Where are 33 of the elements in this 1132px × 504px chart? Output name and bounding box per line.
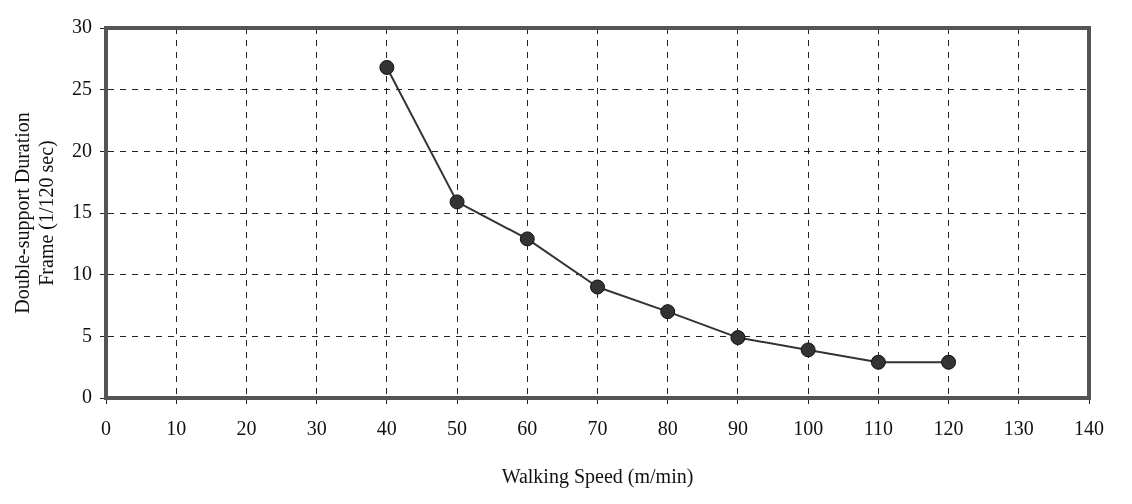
x-tick-label: 60 (517, 417, 538, 440)
point (379, 59, 395, 75)
x-tick-label: 0 (101, 417, 111, 440)
y-tick-label: 30 (72, 15, 92, 38)
y-tick-label: 0 (82, 385, 92, 408)
y-tick-label: 5 (82, 323, 92, 346)
x-tick-label: 50 (447, 417, 468, 440)
point (590, 279, 605, 295)
x-tick-label: 140 (1074, 417, 1104, 440)
point (800, 342, 816, 358)
point (519, 231, 535, 247)
x-tick-label: 40 (376, 417, 397, 440)
y-tick-label: 25 (72, 76, 92, 99)
x-tick-label: 90 (727, 417, 748, 440)
point (660, 304, 676, 320)
y-tick-label: 20 (72, 138, 92, 161)
x-tick-label: 20 (236, 417, 257, 440)
point (941, 354, 957, 370)
x-tick-label: 130 (1003, 417, 1034, 440)
y-tick-label: 15 (72, 200, 92, 223)
x-tick-label: 100 (793, 417, 824, 440)
x-tick-label: 110 (863, 417, 893, 440)
point (730, 330, 746, 346)
x-tick-label: 70 (587, 417, 608, 440)
x-tick-label: 10 (166, 417, 187, 440)
x-tick-label: 30 (306, 417, 327, 440)
x-tick-label: 80 (657, 417, 678, 440)
y-tick-label: 10 (72, 261, 92, 284)
x-tick-label: 120 (933, 417, 964, 440)
point (870, 354, 886, 370)
y-axis-title: Double-support Duration Frame (1/120 sec) (11, 112, 59, 314)
x-axis-title: Walking Speed (m/min) (501, 465, 694, 489)
point (449, 194, 465, 210)
